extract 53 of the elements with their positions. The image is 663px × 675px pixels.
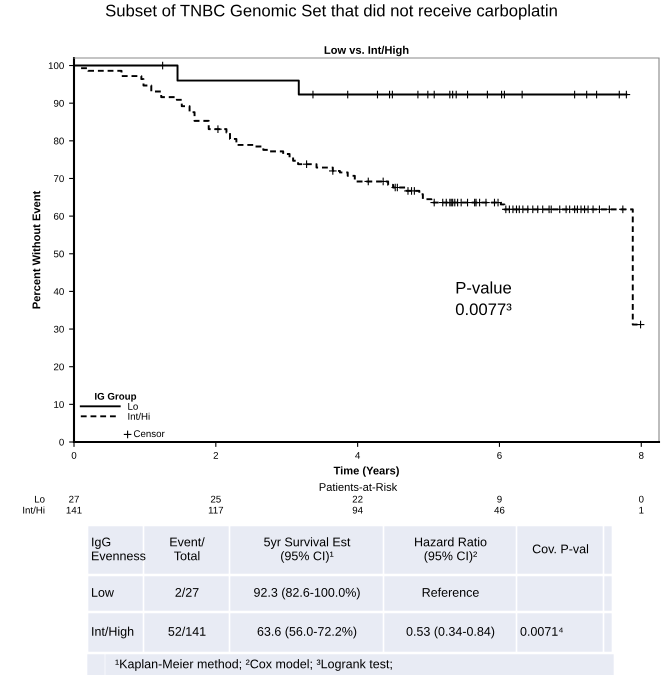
text: 52/141 bbox=[168, 626, 206, 636]
text: 9 bbox=[497, 496, 502, 503]
text: 22 bbox=[352, 496, 363, 503]
text: 2/27 bbox=[175, 588, 199, 597]
text: 0.0071⁴ bbox=[520, 627, 563, 636]
annotation: P-value 0.0077³ bbox=[456, 281, 512, 316]
y-tick-label: 100 bbox=[48, 62, 64, 70]
text: 1 bbox=[639, 506, 644, 514]
text: 63.6 (56.0-72.2%) bbox=[258, 626, 356, 638]
text: Int/Hi bbox=[23, 506, 44, 514]
y-tick-label: 90 bbox=[54, 100, 64, 107]
text: ¹Kaplan-Meier method; ²Cox model; ³Logrank test; bbox=[115, 659, 392, 671]
chart-subtitle: Low vs. Int/High bbox=[324, 46, 408, 56]
x-tick-label: 8 bbox=[638, 452, 644, 459]
text: 0 bbox=[638, 496, 644, 503]
text: 0.53 (0.34-0.84) bbox=[406, 626, 494, 638]
text: Lo bbox=[34, 496, 45, 503]
y-tick-label: 20 bbox=[54, 363, 64, 370]
text: Reference bbox=[422, 588, 479, 597]
legend-label: Int/Hi bbox=[128, 412, 150, 420]
text: 117 bbox=[208, 506, 224, 514]
text: 46 bbox=[494, 506, 504, 514]
y-tick-label: 0 bbox=[59, 438, 64, 446]
text: 94 bbox=[352, 506, 363, 514]
text: IgG Evenness bbox=[92, 538, 146, 560]
x-tick-label: 4 bbox=[355, 452, 360, 459]
legend-label: Lo bbox=[128, 403, 138, 410]
y-tick-label: 10 bbox=[54, 401, 64, 408]
legend-title: IG Group bbox=[95, 392, 136, 402]
x-tick-label: 2 bbox=[214, 452, 218, 459]
y-tick-label: 80 bbox=[54, 138, 64, 144]
y-tick-label: 30 bbox=[54, 326, 64, 333]
x-axis-title: Time (Years) bbox=[334, 466, 399, 477]
text: Hazard Ratio (95% CI)² bbox=[415, 537, 486, 563]
text: 25 bbox=[210, 496, 221, 503]
legend-label: Censor bbox=[134, 430, 165, 438]
y-axis-title: Percent Without Event bbox=[32, 190, 40, 308]
y-tick-label: 60 bbox=[54, 212, 64, 220]
text: 141 bbox=[66, 506, 82, 514]
x-tick-label: 0 bbox=[72, 452, 76, 459]
text: Patients-at-Risk bbox=[320, 482, 398, 491]
chart-title: Subset of TNBC Genomic Set that did not receive carboplatin bbox=[106, 4, 557, 20]
text: Int/High bbox=[92, 626, 134, 638]
text: 27 bbox=[69, 496, 79, 503]
y-tick-label: 50 bbox=[54, 250, 64, 258]
y-tick-label: 70 bbox=[54, 175, 64, 182]
y-tick-label: 40 bbox=[54, 288, 64, 296]
text: 5yr Survival Est (95% CI)¹ bbox=[264, 537, 350, 563]
text: Cov. P-val bbox=[532, 544, 588, 554]
x-tick-label: 6 bbox=[497, 452, 502, 459]
text: Event/ Total bbox=[170, 537, 205, 560]
text: 92.3 (82.6-100.0%) bbox=[254, 588, 360, 600]
text: Low bbox=[92, 588, 114, 597]
